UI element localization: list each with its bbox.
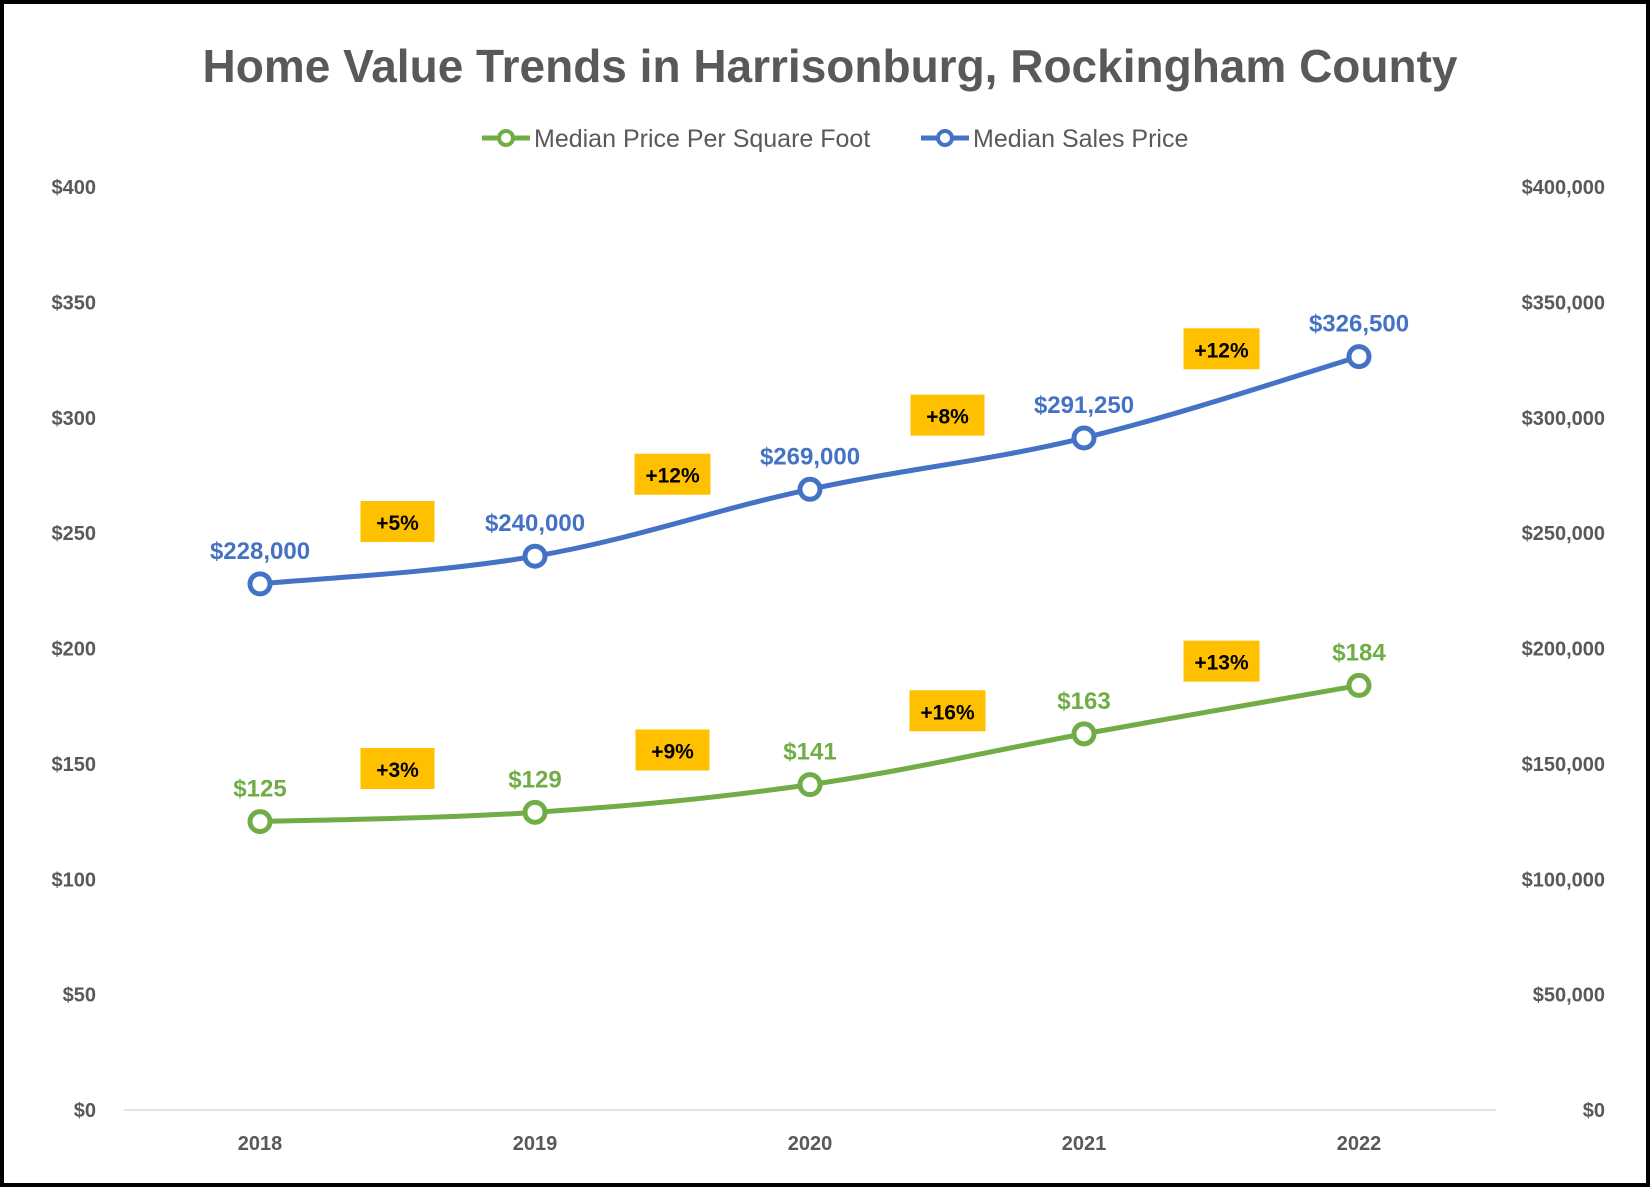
y-left-tick-label: $350 bbox=[52, 292, 97, 314]
legend-label-price-per-sqft: Median Price Per Square Foot bbox=[534, 125, 870, 153]
y-right-tick-label: $250,000 bbox=[1522, 523, 1605, 545]
change-badge-label-price-per-sqft: +13% bbox=[1194, 652, 1249, 675]
data-labels: $125 $129 $141 $163 $184 $228,000 $240,000 $269… bbox=[210, 311, 1409, 803]
data-label-price-per-sqft: $184 bbox=[1332, 639, 1386, 666]
data-label-price-per-sqft: $141 bbox=[783, 739, 836, 766]
y-right-tick-label: $350,000 bbox=[1522, 292, 1605, 314]
data-label-price-per-sqft: $163 bbox=[1057, 688, 1110, 715]
line-chart: Home Value Trends in Harrisonburg, Rocki… bbox=[52, 40, 1606, 1155]
y-right-tick-label: $400,000 bbox=[1522, 177, 1605, 199]
data-point-price-per-sqft bbox=[1071, 721, 1097, 747]
change-badge-sales-price bbox=[360, 501, 435, 543]
change-badge-price-per-sqft bbox=[360, 747, 435, 789]
legend-marker-sales-price bbox=[936, 129, 954, 147]
data-label-sales-price: $228,000 bbox=[210, 538, 310, 565]
x-tick-label: 2022 bbox=[1337, 1133, 1382, 1155]
data-point-sales-price bbox=[247, 571, 273, 597]
data-label-sales-price: $240,000 bbox=[485, 510, 585, 537]
change-badge-label-sales-price: +8% bbox=[926, 406, 969, 429]
y-left-tick-label: $50 bbox=[63, 985, 96, 1007]
y-left-tick-label: $150 bbox=[52, 754, 97, 776]
y-left-tick-label: $400 bbox=[52, 177, 97, 199]
legend-label-sales-price: Median Sales Price bbox=[973, 125, 1188, 153]
change-badges: +3% +9% +16% +13% +5% +12% +8% +12% bbox=[360, 328, 1260, 789]
change-badge-price-per-sqft bbox=[909, 690, 986, 732]
change-badge-label-sales-price: +12% bbox=[645, 465, 700, 488]
change-badge-label-sales-price: +12% bbox=[1194, 339, 1249, 362]
x-tick-label: 2018 bbox=[238, 1133, 283, 1155]
change-badge-label-sales-price: +5% bbox=[376, 512, 419, 535]
y-left-tick-label: $300 bbox=[52, 408, 97, 430]
x-tick-label: 2020 bbox=[788, 1133, 833, 1155]
y-right-tick-label: $100,000 bbox=[1522, 869, 1605, 891]
data-point-sales-price bbox=[1346, 344, 1372, 370]
x-tick-label: 2021 bbox=[1062, 1133, 1107, 1155]
y-left-tick-label: $0 bbox=[74, 1100, 96, 1122]
series-lines bbox=[247, 344, 1372, 835]
x-tick-label: 2019 bbox=[513, 1133, 558, 1155]
legend: Median Price Per Square Foot Median Sale… bbox=[482, 125, 1188, 153]
data-label-sales-price: $326,500 bbox=[1309, 311, 1409, 338]
legend-marker-price-per-sqft bbox=[497, 129, 515, 147]
axes: $0 $50 $100 $150 $200 $250 $300 $350 $400 $0 $50,0… bbox=[52, 177, 1606, 1155]
data-label-price-per-sqft: $125 bbox=[233, 776, 286, 803]
y-right-tick-label: $300,000 bbox=[1522, 408, 1605, 430]
change-badge-label-price-per-sqft: +16% bbox=[920, 701, 975, 724]
y-left-tick-label: $100 bbox=[52, 869, 97, 891]
data-label-sales-price: $291,250 bbox=[1034, 392, 1134, 419]
data-point-price-per-sqft bbox=[522, 799, 548, 825]
change-badge-label-price-per-sqft: +9% bbox=[651, 740, 694, 763]
data-label-sales-price: $269,000 bbox=[760, 443, 860, 470]
y-left-tick-label: $200 bbox=[52, 639, 97, 661]
y-right-tick-label: $50,000 bbox=[1533, 985, 1605, 1007]
y-left-tick-label: $250 bbox=[52, 523, 97, 545]
data-point-price-per-sqft bbox=[1346, 672, 1372, 698]
data-point-sales-price bbox=[522, 543, 548, 569]
data-label-price-per-sqft: $129 bbox=[508, 766, 561, 793]
data-point-sales-price bbox=[797, 476, 823, 502]
data-point-price-per-sqft bbox=[247, 809, 273, 835]
y-right-tick-label: $0 bbox=[1583, 1100, 1605, 1122]
change-badge-price-per-sqft bbox=[635, 729, 710, 771]
data-point-price-per-sqft bbox=[797, 772, 823, 798]
data-point-sales-price bbox=[1071, 425, 1097, 451]
change-badge-sales-price bbox=[910, 394, 985, 436]
change-badge-price-per-sqft bbox=[1183, 640, 1260, 682]
y-right-tick-label: $150,000 bbox=[1522, 754, 1605, 776]
change-badge-sales-price bbox=[634, 453, 711, 495]
change-badge-sales-price bbox=[1183, 328, 1260, 370]
chart-title: Home Value Trends in Harrisonburg, Rocki… bbox=[203, 40, 1458, 92]
change-badge-label-price-per-sqft: +3% bbox=[376, 759, 419, 782]
y-right-tick-label: $200,000 bbox=[1522, 639, 1605, 661]
